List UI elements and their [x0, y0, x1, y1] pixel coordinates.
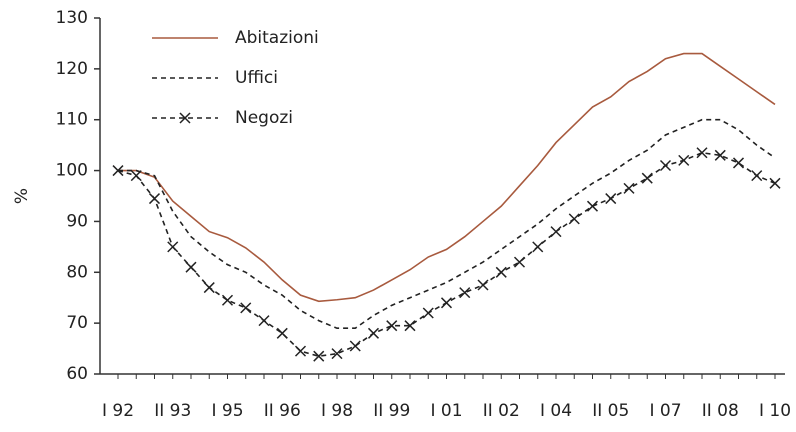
marker — [422, 307, 434, 319]
series-line — [118, 118, 776, 330]
marker — [459, 287, 471, 299]
legend-label: Uffici — [235, 68, 278, 88]
y-tick-label: 80 — [66, 262, 88, 282]
x-tick-label: I 10 — [759, 401, 791, 421]
marker — [258, 315, 270, 327]
marker — [586, 200, 599, 212]
y-tick-label: 130 — [56, 8, 88, 28]
marker — [203, 282, 215, 294]
y-tick-label: 70 — [66, 313, 88, 333]
y-tick-label: 60 — [66, 364, 88, 384]
marker — [404, 320, 416, 332]
marker — [386, 320, 398, 332]
marker — [696, 147, 708, 159]
marker — [495, 266, 507, 278]
y-tick-label: 90 — [66, 211, 88, 231]
marker — [751, 170, 763, 182]
x-tick-label: II 05 — [592, 401, 629, 421]
marker — [678, 154, 690, 166]
marker — [185, 261, 197, 273]
marker — [714, 149, 726, 161]
legend-label: Abitazioni — [235, 28, 319, 48]
legend-label: Negozi — [235, 108, 293, 128]
y-tick-label: 100 — [56, 161, 88, 181]
marker — [240, 302, 252, 314]
x-tick-label: II 08 — [702, 401, 739, 421]
y-tick-label: 120 — [56, 59, 88, 79]
x-tick-label: I 95 — [211, 401, 243, 421]
x-tick-label: I 07 — [649, 401, 681, 421]
marker — [477, 279, 489, 291]
marker — [659, 159, 672, 172]
y-tick-label: 110 — [56, 110, 88, 130]
series-line — [117, 151, 776, 358]
marker — [167, 241, 179, 253]
marker — [130, 170, 142, 182]
marker — [568, 213, 580, 225]
marker — [623, 182, 635, 194]
marker — [513, 256, 526, 268]
marker — [440, 297, 453, 309]
marker — [769, 177, 781, 189]
marker — [148, 193, 161, 205]
marker — [313, 350, 325, 362]
x-tick-label: II 96 — [264, 401, 301, 421]
x-tick-label: I 92 — [102, 401, 134, 421]
marker — [641, 172, 653, 184]
marker — [221, 294, 234, 306]
x-tick-label: I 04 — [540, 401, 572, 421]
x-tick-label: II 02 — [483, 401, 520, 421]
marker — [349, 340, 361, 352]
marker — [112, 165, 124, 177]
marker — [532, 241, 544, 253]
marker — [605, 193, 617, 205]
marker — [294, 345, 307, 357]
marker — [732, 157, 745, 169]
marker — [550, 226, 562, 238]
marker — [331, 348, 343, 360]
x-tick-label: II 93 — [154, 401, 191, 421]
legend-marker — [179, 112, 191, 124]
x-tick-label: II 99 — [373, 401, 410, 421]
marker — [367, 327, 380, 339]
series-line — [118, 52, 776, 303]
marker — [276, 327, 288, 339]
x-tick-label: I 01 — [430, 401, 462, 421]
y-axis-label: % — [12, 188, 32, 204]
x-tick-label: I 98 — [321, 401, 353, 421]
